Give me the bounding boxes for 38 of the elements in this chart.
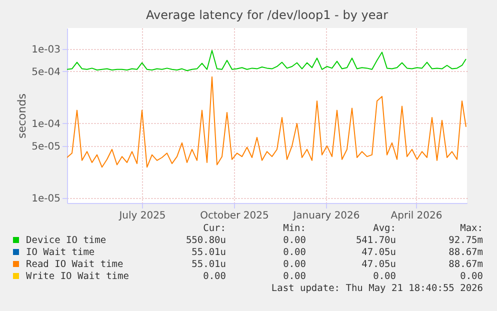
text: Avg: xyxy=(373,223,396,234)
text: Last update: Thu May 21 18:40:55 2026 xyxy=(271,283,484,294)
legend-label: Device IO time xyxy=(26,235,106,246)
text: 0.00 xyxy=(460,271,484,282)
text: 47.05u xyxy=(362,259,396,270)
text: Max: xyxy=(460,223,483,234)
y-tick-label: 5e-04 xyxy=(32,66,60,78)
text: 47.05u xyxy=(362,247,396,258)
y-tick-label: 1e-03 xyxy=(32,44,60,56)
text: 0.00 xyxy=(283,235,306,246)
x-tick-label: October 2025 xyxy=(200,210,269,222)
text: 55.01u xyxy=(192,259,226,270)
text: 0.00 xyxy=(283,247,306,258)
legend-label: Write IO Wait time xyxy=(26,271,130,282)
line-series xyxy=(67,50,466,72)
legend-label: Read IO Wait time xyxy=(26,259,124,270)
text: 0.00 xyxy=(283,259,306,270)
x-tick-label: January 2026 xyxy=(292,210,360,222)
text: Cur: xyxy=(203,223,226,234)
text: Min: xyxy=(283,223,306,234)
legend-label: IO Wait time xyxy=(26,247,95,258)
y-axis-title: seconds xyxy=(16,93,29,138)
text: 550.80u xyxy=(186,235,226,246)
text: 92.75m xyxy=(448,235,484,246)
y-tick-label: 1e-04 xyxy=(32,118,60,130)
x-tick-label: July 2025 xyxy=(118,210,166,222)
text: 88.67m xyxy=(448,259,484,270)
y-tick-label: 5e-05 xyxy=(32,141,60,152)
x-tick-label: April 2026 xyxy=(390,210,442,222)
text: 55.01u xyxy=(192,247,226,258)
text: 0.00 xyxy=(373,271,396,282)
text: 541.70u xyxy=(356,235,396,246)
chart-title: Average latency for /dev/loop1 - by year xyxy=(146,8,388,22)
line-series xyxy=(67,76,466,168)
text: 0.00 xyxy=(283,271,306,282)
text: 0.00 xyxy=(203,271,226,282)
text: 88.67m xyxy=(448,247,484,258)
y-tick-label: 1e-05 xyxy=(32,194,60,205)
